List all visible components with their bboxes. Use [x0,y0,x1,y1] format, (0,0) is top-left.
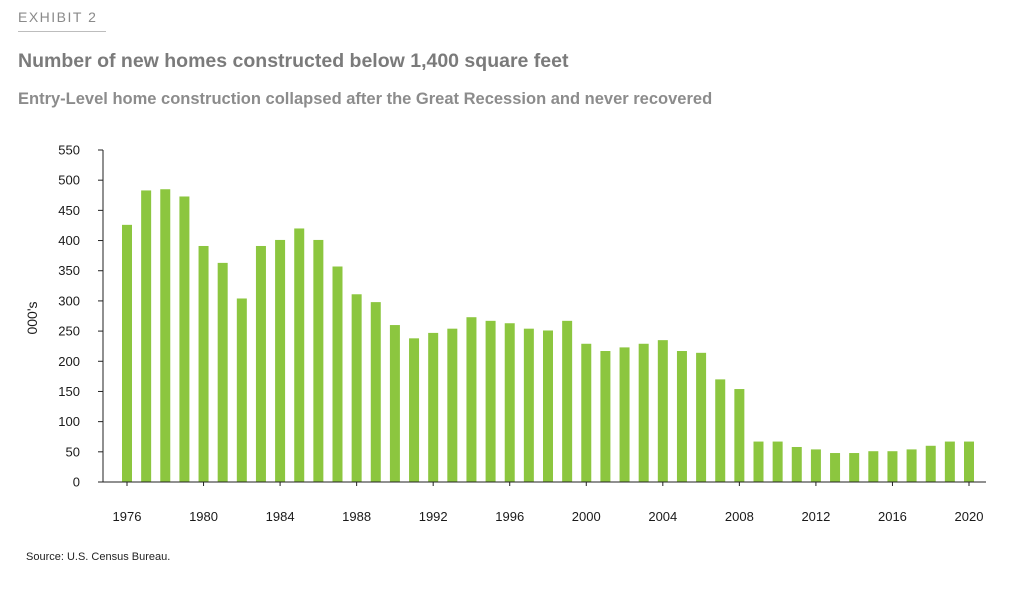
y-tick-label: 100 [58,414,80,429]
x-tick-label: 1984 [266,509,295,524]
bar [944,441,955,482]
bar [964,441,974,482]
bar [619,347,630,482]
bar [791,446,802,482]
bar [906,449,917,482]
y-tick-label: 450 [58,203,80,218]
bar [600,351,611,482]
exhibit-label: EXHIBIT 2 [18,9,98,25]
bar [275,239,286,482]
x-tick-label: 2012 [801,509,830,524]
bar [638,343,649,482]
x-tick-label: 1976 [113,509,142,524]
bar [255,245,266,482]
x-tick-label: 1996 [495,509,524,524]
bar [332,266,343,482]
y-tick-label: 50 [66,444,80,459]
bar [925,445,936,482]
bar [217,262,228,482]
y-tick-label: 550 [58,143,80,158]
y-tick-label: 250 [58,324,80,339]
x-tick-label: 2020 [955,509,984,524]
bar [715,379,726,482]
bar [543,330,553,482]
x-tick-label: 1988 [342,509,371,524]
bar [409,338,420,482]
bar [370,302,381,482]
x-tick-label: 2016 [878,509,907,524]
bar [734,389,745,482]
x-tick-label: 1992 [419,509,448,524]
bar [485,320,496,482]
y-tick-label: 500 [58,173,80,188]
chart-subtitle: Entry-Level home construction collapsed … [18,90,713,108]
x-tick-label: 1980 [189,509,218,524]
bar [753,441,764,482]
bar [810,449,821,482]
x-axis: 1976 1980 1984 1988 1992 1996 2000 2004 2008 2012… [103,481,986,524]
bar [447,328,458,482]
bar [198,245,209,482]
x-tick-label: 2008 [725,509,754,524]
bar [562,320,573,482]
bars-group [122,189,974,483]
bar [179,196,190,483]
bar [313,239,324,482]
bar [122,224,132,482]
x-tick-label: 2004 [648,509,677,524]
x-tick-label: 2000 [572,509,601,524]
bar [466,317,477,482]
y-axis: 0 50 100 150 200 250 300 350 400 450 500 550 [58,143,104,490]
bar [581,343,592,482]
y-axis-label: 000's [24,301,40,334]
chart-title: Number of new homes constructed below 1,… [18,50,569,72]
bar [236,298,247,482]
y-tick-label: 150 [58,384,80,399]
y-tick-label: 400 [58,233,80,248]
bar [160,189,171,483]
bar [523,328,534,482]
bar [772,441,783,482]
bar [696,352,707,482]
bar [887,451,898,482]
bar [141,190,152,482]
y-tick-label: 200 [58,354,80,369]
bar [830,453,841,482]
bar [676,351,687,482]
bar [294,228,305,482]
bar [849,453,860,482]
bar [868,451,879,482]
bar [504,323,515,482]
bar [428,332,439,482]
exhibit-divider [18,31,106,32]
y-tick-label: 300 [58,293,80,308]
bar [351,294,362,482]
source-note: Source: U.S. Census Bureau. [26,551,171,563]
y-tick-label: 350 [58,263,80,278]
bar [389,325,400,482]
y-tick-label: 0 [73,475,80,490]
bar [657,340,668,482]
